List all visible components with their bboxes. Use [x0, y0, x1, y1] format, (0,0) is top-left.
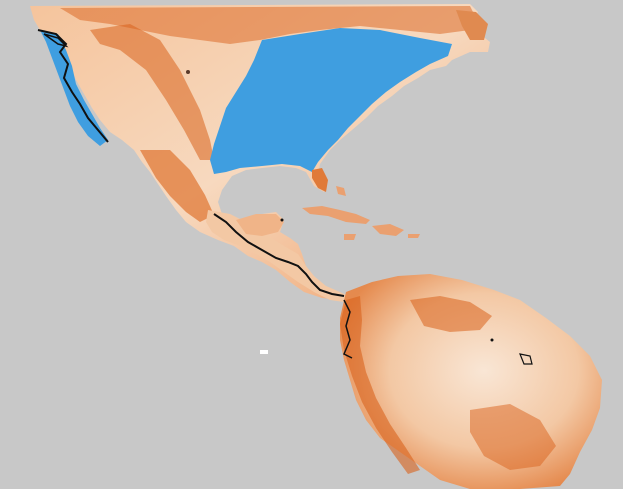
amazon-north-patch: [410, 296, 492, 332]
vancouver-island-outline: [43, 33, 69, 48]
cuba: [302, 206, 370, 224]
bahamas: [336, 186, 346, 196]
pacific-coast-suitable-area: [40, 30, 108, 146]
florida: [312, 168, 328, 192]
occurrence-point-amazon: [490, 338, 494, 342]
hispaniola: [372, 224, 404, 236]
mexico-highlands: [140, 150, 214, 222]
guiana-outline: [519, 353, 533, 365]
boreal-band: [60, 6, 476, 44]
rocky-mountains: [90, 24, 214, 160]
colombia-outline: [343, 299, 353, 359]
occurrence-point-north: [186, 70, 190, 74]
yucatan-peninsula: [236, 214, 284, 236]
andes-band: [340, 296, 420, 474]
occurrence-point-mexico: [280, 218, 284, 222]
island-speck: [260, 350, 268, 354]
jamaica: [344, 234, 356, 240]
central-america-outline: [213, 213, 345, 297]
brazil-south-patch: [470, 404, 556, 470]
eastern-us-suitable-area: [210, 28, 452, 174]
central-america-land: [206, 210, 348, 302]
greenland-edge: [456, 10, 488, 40]
puerto-rico: [408, 234, 420, 238]
pacific-coast-outline: [37, 29, 109, 143]
